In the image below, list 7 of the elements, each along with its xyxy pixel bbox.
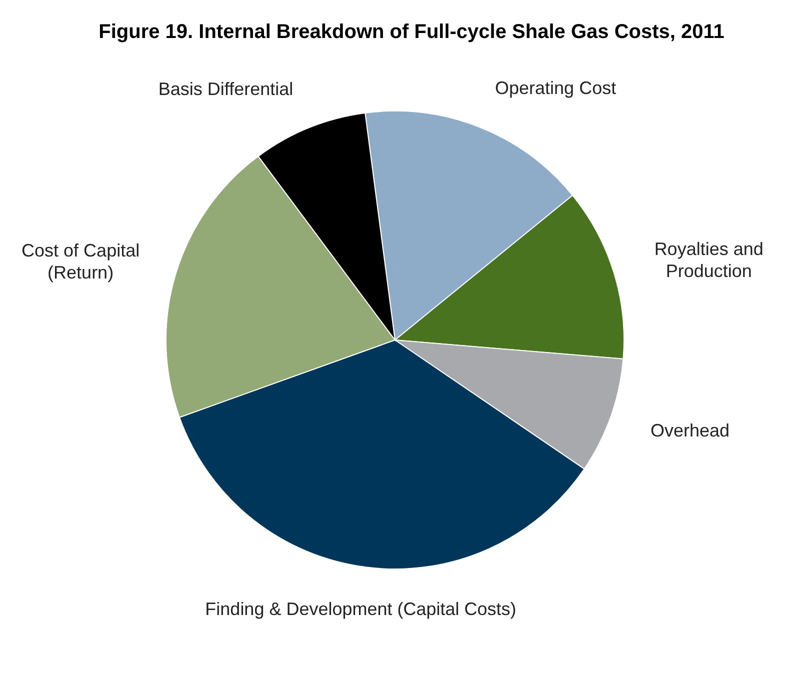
slice-label: Basis Differential xyxy=(158,78,294,99)
slice-label: Finding & Development (Capital Costs) xyxy=(205,598,516,619)
chart-title: Figure 19. Internal Breakdown of Full-cycle Shale Gas Costs, 2011 xyxy=(98,21,724,43)
slice-label: Royalties and Production xyxy=(654,238,764,281)
slice-label: Operating Cost xyxy=(495,78,616,98)
slice-label: Cost of Capital (Return) xyxy=(22,240,140,283)
slice-label: Overhead xyxy=(650,420,730,440)
